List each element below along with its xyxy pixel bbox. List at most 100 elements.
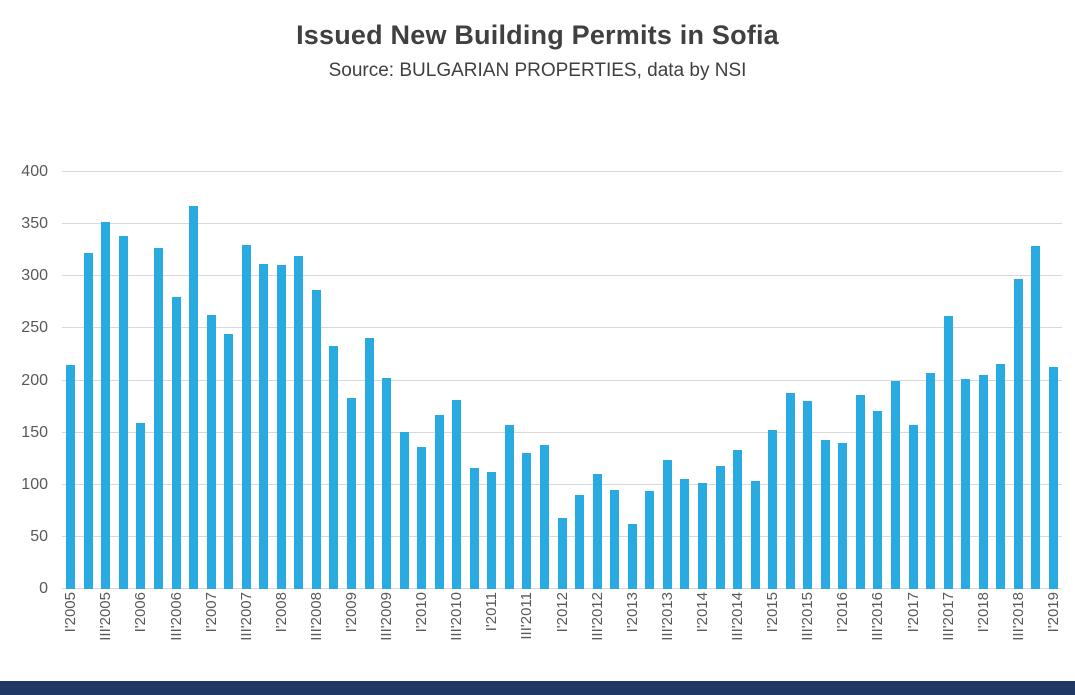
x-axis-label-cell: [430, 592, 448, 672]
x-axis-label: I'2016: [834, 592, 852, 633]
x-axis-label-cell: [992, 592, 1010, 672]
x-axis-label: I'2014: [693, 592, 711, 633]
x-axis-label: I'2017: [904, 592, 922, 633]
x-axis-labels: I'2005 III'2005 I'2006 III'2006 I'2007 III'20…: [62, 592, 1062, 672]
bar: [1031, 246, 1041, 589]
x-axis-label: III'2018: [1009, 592, 1027, 641]
x-axis-label-cell: I'2005: [62, 592, 80, 672]
x-axis-label: III'2009: [378, 592, 396, 641]
y-axis-label: 100: [21, 475, 48, 493]
x-axis-label: III'2015: [799, 592, 817, 641]
bar: [803, 401, 813, 589]
x-axis-label-cell: I'2018: [974, 592, 992, 672]
x-axis-label: III'2012: [588, 592, 606, 641]
bar: [715, 466, 725, 589]
x-axis-label-cell: I'2011: [483, 592, 501, 672]
x-axis-label-cell: III'2011: [518, 592, 536, 672]
bar-slot: [325, 172, 343, 589]
bar-slot: [746, 172, 764, 589]
bar-slot: [255, 172, 273, 589]
y-axis-label: 300: [21, 267, 48, 285]
bar-slot: [764, 172, 782, 589]
bar-slot: [115, 172, 133, 589]
bar-slot: [448, 172, 466, 589]
x-axis-label-cell: III'2007: [237, 592, 255, 672]
bar-slot: [413, 172, 431, 589]
bar: [610, 489, 620, 589]
x-axis-label: III'2011: [518, 592, 536, 640]
x-axis-label: I'2005: [62, 592, 80, 633]
bar: [873, 410, 883, 589]
bar: [645, 491, 655, 589]
bar-slot: [343, 172, 361, 589]
bar: [575, 495, 585, 589]
x-axis-label-cell: [255, 592, 273, 672]
bar-slot: [185, 172, 203, 589]
x-axis-label-cell: [80, 592, 98, 672]
gridline: [62, 223, 1062, 225]
bar: [417, 447, 427, 589]
bar-slot: [799, 172, 817, 589]
y-axis-label: 200: [21, 371, 48, 389]
bar-slot: [501, 172, 519, 589]
bar-slot: [729, 172, 747, 589]
x-axis-label-cell: III'2005: [97, 592, 115, 672]
bar: [978, 375, 988, 589]
x-axis-label-cell: [852, 592, 870, 672]
x-axis-label: III'2016: [869, 592, 887, 641]
x-axis-label-cell: III'2008: [308, 592, 326, 672]
bar: [733, 450, 743, 589]
bar: [890, 380, 900, 589]
bar-slot: [97, 172, 115, 589]
x-axis-label-cell: I'2012: [553, 592, 571, 672]
bar: [347, 398, 357, 589]
x-axis-label-cell: I'2015: [764, 592, 782, 672]
x-axis-label-cell: III'2013: [659, 592, 677, 672]
bar: [557, 518, 567, 589]
y-axis-label: 150: [21, 423, 48, 441]
bar-slot: [430, 172, 448, 589]
x-axis-label-cell: [466, 592, 484, 672]
x-axis-label-cell: III'2017: [939, 592, 957, 672]
x-axis-label-cell: [781, 592, 799, 672]
bar-slot: [659, 172, 677, 589]
bar-slot: [606, 172, 624, 589]
bar-slot: [237, 172, 255, 589]
x-axis-label-cell: III'2010: [448, 592, 466, 672]
bar-slot: [711, 172, 729, 589]
bar-slot: [834, 172, 852, 589]
bar: [83, 253, 93, 589]
bar-slot: [395, 172, 413, 589]
bar-slot: [273, 172, 291, 589]
bar-slot: [536, 172, 554, 589]
x-axis-label: I'2018: [974, 592, 992, 633]
x-axis-label-cell: I'2010: [413, 592, 431, 672]
bar: [399, 431, 409, 589]
x-axis-label: I'2009: [343, 592, 361, 633]
bar-slot: [1027, 172, 1045, 589]
chart-title: Issued New Building Permits in Sofia: [296, 20, 779, 50]
chart-subtitle: Source: BULGARIAN PROPERTIES, data by NS…: [328, 60, 747, 81]
bar-slot: [360, 172, 378, 589]
bar: [206, 314, 216, 589]
bar-slot: [939, 172, 957, 589]
bar: [101, 222, 111, 589]
x-axis-label-cell: III'2009: [378, 592, 396, 672]
x-axis-label-cell: I'2008: [273, 592, 291, 672]
bar: [943, 315, 953, 589]
x-axis-label-cell: [606, 592, 624, 672]
x-axis-label-cell: I'2017: [904, 592, 922, 672]
x-axis-label-cell: [360, 592, 378, 672]
gridline: [62, 327, 1062, 329]
bar-slot: [80, 172, 98, 589]
x-axis-label: I'2006: [132, 592, 150, 633]
bar: [294, 256, 304, 589]
x-axis-label-cell: I'2007: [202, 592, 220, 672]
bar: [189, 206, 199, 589]
bar: [364, 337, 374, 589]
bar: [961, 379, 971, 589]
x-axis-label-cell: [676, 592, 694, 672]
x-axis-label-cell: [115, 592, 133, 672]
x-axis-label: I'2013: [623, 592, 641, 633]
bar-slot: [641, 172, 659, 589]
